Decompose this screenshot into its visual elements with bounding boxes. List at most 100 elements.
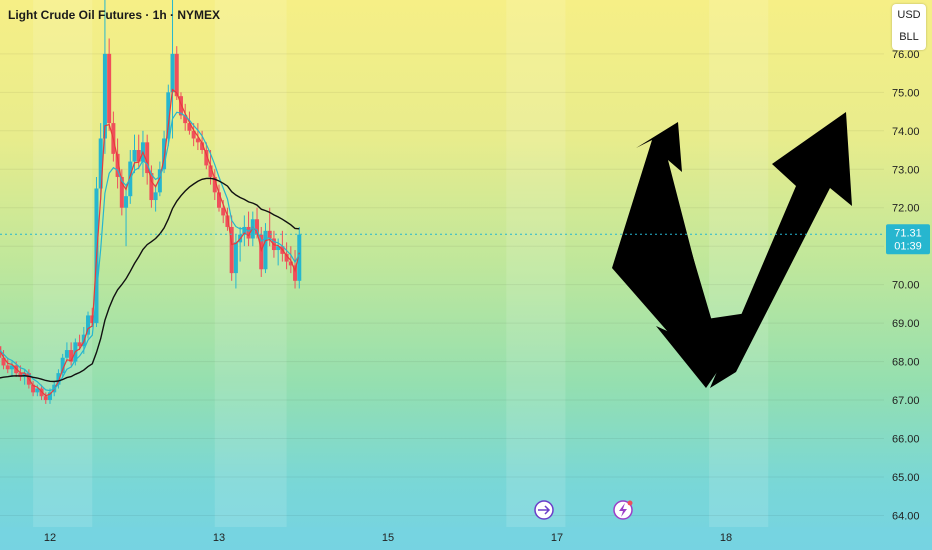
- candle-body: [64, 350, 69, 358]
- price-badge-box: [886, 224, 930, 255]
- candle-body: [267, 230, 272, 239]
- y-tick-label: 67.00: [892, 395, 920, 407]
- candle-body: [246, 226, 251, 239]
- candle-body: [107, 53, 112, 124]
- candle-body: [297, 234, 302, 281]
- candle-body: [221, 207, 226, 216]
- candle-body: [208, 165, 213, 177]
- x-tick-label: 15: [382, 532, 394, 544]
- candle-body: [293, 265, 298, 281]
- grid-lines: [0, 53, 884, 516]
- candle-body: [48, 392, 52, 401]
- candle-body: [60, 357, 65, 374]
- lightning-icon-bolt: [619, 503, 627, 517]
- candle-body: [136, 150, 141, 162]
- y-tick-label: 72.00: [892, 203, 920, 215]
- candle-body: [217, 192, 221, 208]
- candle-body: [204, 150, 209, 166]
- session-band: [506, 0, 566, 527]
- candle-body: [174, 53, 179, 97]
- y-tick-label: 69.00: [892, 318, 920, 330]
- candle-body: [124, 196, 129, 208]
- candle-body: [225, 215, 230, 227]
- candle-body: [119, 176, 124, 208]
- candle-body: [255, 219, 260, 235]
- candle-body: [115, 153, 120, 177]
- candle-body: [263, 230, 268, 270]
- candle-body: [183, 115, 188, 124]
- lightning-icon: [613, 500, 633, 520]
- forecast-arrows: [612, 112, 852, 388]
- y-tick-label: 65.00: [892, 472, 920, 484]
- candle-body: [250, 219, 255, 239]
- y-tick-label: 64.00: [892, 510, 920, 522]
- candle-body: [149, 173, 154, 201]
- candle-body: [200, 142, 205, 151]
- unit-label: BLL: [899, 31, 919, 43]
- clock-arrow-icon-arrow: [538, 505, 551, 515]
- y-tick-label: 66.00: [892, 434, 920, 446]
- candle-body: [31, 384, 36, 393]
- candle-body: [102, 53, 107, 139]
- y-tick-label: 73.00: [892, 164, 920, 176]
- session-band: [709, 0, 769, 527]
- candle-body: [187, 123, 192, 131]
- x-tick-label: 17: [551, 532, 563, 544]
- candle-body: [153, 192, 158, 201]
- candle-body: [56, 373, 61, 385]
- candle-body: [145, 142, 150, 174]
- candle-body: [35, 388, 40, 393]
- lightning-icon-dot: [627, 500, 633, 506]
- x-tick-label: 18: [720, 532, 732, 544]
- candle-body: [43, 396, 48, 401]
- candle-body: [132, 150, 137, 162]
- forecast-arrow-down: [656, 172, 724, 388]
- session-band: [33, 0, 93, 527]
- candle-body: [166, 92, 171, 139]
- candle-body: [191, 130, 196, 139]
- chart-title: Light Crude Oil Futures · 1h · NYMEX: [8, 8, 221, 22]
- candle-body: [242, 226, 247, 235]
- candle-body: [1, 357, 6, 366]
- x-tick-label: 13: [213, 532, 225, 544]
- candle-body: [18, 373, 23, 377]
- price-value: 71.31: [894, 227, 922, 239]
- sma-black-line: [0, 177, 300, 383]
- ema-red-line: [0, 88, 300, 397]
- candle-body: [229, 226, 234, 274]
- forecast-arrow-up-2: [710, 112, 852, 388]
- currency-label: USD: [897, 9, 921, 21]
- candle-body: [86, 315, 91, 335]
- candle-body: [69, 350, 74, 362]
- y-axis: 76.0075.0074.0073.0072.0071.0070.0069.00…: [892, 49, 920, 523]
- candle-body: [276, 246, 281, 251]
- candle-body: [5, 365, 10, 370]
- candle-body: [233, 242, 238, 274]
- clock-arrow-icon: [534, 500, 554, 520]
- candle-body: [77, 342, 82, 347]
- y-tick-label: 70.00: [892, 280, 920, 292]
- candle-body: [9, 365, 14, 370]
- x-axis-band: [0, 527, 932, 550]
- indicator-lines: [0, 88, 300, 397]
- countdown-value: 01:39: [894, 240, 922, 252]
- ema-blue-line: [0, 111, 300, 392]
- candle-body: [170, 53, 175, 93]
- candle-body: [288, 261, 293, 266]
- candle-body: [157, 169, 162, 193]
- candle-body: [259, 234, 264, 270]
- y-tick-label: 75.00: [892, 87, 920, 99]
- y-tick-label: 74.00: [892, 126, 920, 138]
- y-tick-label: 68.00: [892, 357, 920, 369]
- candle-body: [212, 176, 217, 193]
- y-tick-label: 76.00: [892, 49, 920, 61]
- candle-body: [284, 253, 289, 262]
- session-bands: [33, 0, 769, 527]
- currency-unit-selector[interactable]: USD BLL: [892, 4, 926, 50]
- candle-body: [98, 138, 103, 189]
- x-tick-label: 12: [44, 532, 56, 544]
- candle-body: [178, 96, 183, 116]
